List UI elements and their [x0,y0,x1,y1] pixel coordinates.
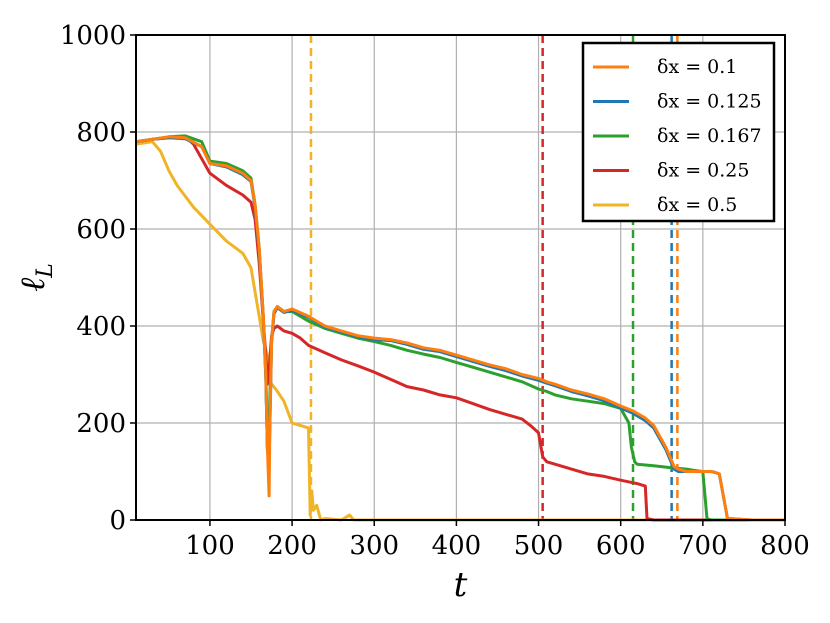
x-tick-label: 200 [267,531,317,561]
y-tick-label: 600 [76,215,126,245]
series-line [135,140,785,522]
plot-frame [135,34,786,521]
x-tick-label: 500 [514,531,564,561]
x-tick-label: 600 [596,531,646,561]
legend-label: δx = 0.5 [657,194,737,216]
series-lines [135,134,785,522]
series-line [135,135,785,522]
series-line [135,135,785,522]
y-tick-label: 200 [76,409,126,439]
x-tick-label: 400 [432,531,482,561]
x-tick-label: 800 [760,531,810,561]
y-tick-label: 400 [76,312,126,342]
x-tick-label: 300 [349,531,399,561]
x-tick-label: 100 [185,531,235,561]
legend: δx = 0.1 δx = 0.125 δx = 0.167 δx = 0.25 δx … [581,41,776,223]
axis-ticks: 100 200 300 400 500 600 700 800 0 200 400 600 800 100… [60,21,810,561]
x-axis-label: t [454,565,468,605]
legend-box [581,41,776,223]
legend-label: δx = 0.167 [657,125,762,147]
y-axis-label: ℓL [13,263,58,292]
y-tick-label: 0 [109,506,126,536]
legend-label: δx = 0.25 [657,160,749,182]
y-tick-label: 1000 [60,21,126,51]
legend-label: δx = 0.1 [657,56,737,78]
legend-label: δx = 0.125 [657,91,762,113]
y-tick-label: 800 [76,118,126,148]
x-tick-label: 700 [678,531,728,561]
